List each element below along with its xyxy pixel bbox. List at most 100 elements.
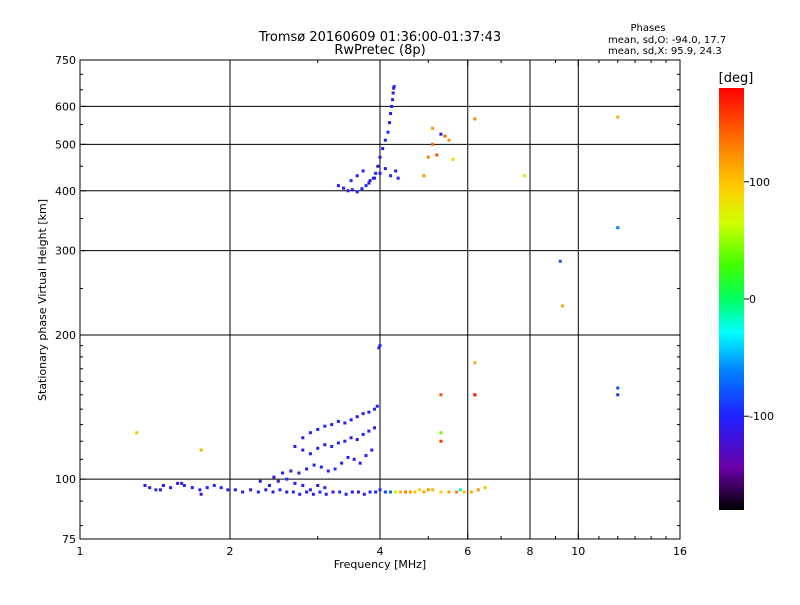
data-point: [417, 488, 421, 492]
data-point: [212, 483, 216, 487]
data-point: [439, 132, 443, 136]
data-point: [422, 174, 426, 178]
data-point: [399, 490, 403, 494]
data-point: [443, 134, 447, 138]
data-point: [349, 436, 353, 440]
data-point: [356, 490, 360, 494]
data-point: [378, 155, 382, 159]
data-point: [439, 490, 443, 494]
data-point: [336, 184, 340, 188]
data-point: [388, 121, 392, 125]
phases-o-stat: mean, sd,O: -94.0, 17.7: [608, 35, 726, 46]
data-point: [375, 404, 379, 408]
chart-subtitle: RwPretec (8p): [334, 43, 425, 58]
data-point: [360, 187, 364, 191]
data-point: [308, 452, 312, 456]
data-point: [389, 174, 393, 178]
data-point: [308, 431, 312, 435]
data-point: [373, 176, 377, 180]
data-point: [616, 115, 620, 119]
data-point: [469, 490, 473, 494]
data-point: [616, 226, 620, 230]
data-point: [323, 486, 327, 490]
x-tick-label: 16: [673, 545, 687, 558]
data-point: [381, 147, 385, 151]
data-point: [330, 444, 334, 448]
data-point: [135, 431, 139, 435]
data-point: [289, 469, 293, 473]
data-point: [285, 490, 289, 494]
data-point: [199, 492, 203, 496]
data-point: [281, 471, 285, 475]
data-point: [312, 463, 316, 467]
colorbar-label: [deg]: [719, 71, 754, 86]
y-tick-label: 400: [55, 185, 76, 198]
data-point: [431, 126, 435, 130]
data-point: [323, 424, 327, 428]
data-point: [346, 455, 350, 459]
y-axis-label: Stationary phase Virtual Height [km]: [36, 199, 49, 401]
y-tick-label: 750: [55, 54, 76, 67]
data-point: [390, 104, 394, 108]
data-point: [256, 490, 260, 494]
data-point: [376, 164, 380, 168]
data-point: [476, 488, 480, 492]
data-point: [389, 111, 393, 115]
data-point: [374, 490, 378, 494]
data-point: [326, 469, 330, 473]
data-point: [439, 439, 443, 443]
data-point: [561, 304, 565, 308]
data-point: [383, 490, 387, 494]
data-point: [297, 471, 301, 475]
data-point: [249, 488, 253, 492]
grid-lines: [80, 60, 680, 539]
y-axis-ticks: 75 100 200 300 400 500 600 750: [55, 54, 680, 546]
data-point: [344, 492, 348, 496]
data-point: [293, 444, 297, 448]
data-point: [308, 488, 312, 492]
data-point: [392, 85, 396, 89]
data-point: [278, 488, 282, 492]
data-point: [311, 492, 315, 496]
data-point: [451, 157, 455, 161]
data-point: [336, 419, 340, 423]
data-point: [378, 488, 382, 492]
data-point: [226, 488, 230, 492]
x-tick-label: 8: [527, 545, 534, 558]
data-point: [199, 448, 203, 452]
data-point: [426, 155, 430, 159]
data-point: [367, 410, 371, 414]
data-point: [558, 259, 562, 263]
data-point: [316, 483, 320, 487]
data-point: [205, 486, 209, 490]
y-tick-label: 500: [55, 138, 76, 151]
data-point: [158, 488, 162, 492]
data-point: [336, 441, 340, 445]
data-point: [161, 483, 165, 487]
data-point: [361, 432, 365, 436]
data-point: [350, 188, 354, 192]
data-point: [355, 438, 359, 442]
data-point: [383, 167, 387, 171]
x-tick-label: 1: [77, 545, 84, 558]
data-point: [148, 486, 152, 490]
x-tick-label: 10: [571, 545, 585, 558]
data-point: [483, 486, 487, 490]
data-point: [426, 488, 430, 492]
data-point: [355, 415, 359, 419]
data-point: [391, 98, 395, 102]
y-tick-label: 75: [62, 533, 76, 546]
data-point: [169, 486, 173, 490]
data-point: [367, 181, 371, 185]
data-point: [182, 483, 186, 487]
data-point: [293, 481, 297, 485]
y-tick-label: 200: [55, 329, 76, 342]
y-tick-label: 100: [55, 473, 76, 486]
data-point: [318, 490, 322, 494]
data-point: [378, 344, 382, 348]
data-point: [447, 138, 451, 142]
data-point: [346, 189, 350, 193]
echo-points: [135, 85, 620, 496]
data-point: [180, 481, 184, 485]
data-point: [219, 486, 223, 490]
